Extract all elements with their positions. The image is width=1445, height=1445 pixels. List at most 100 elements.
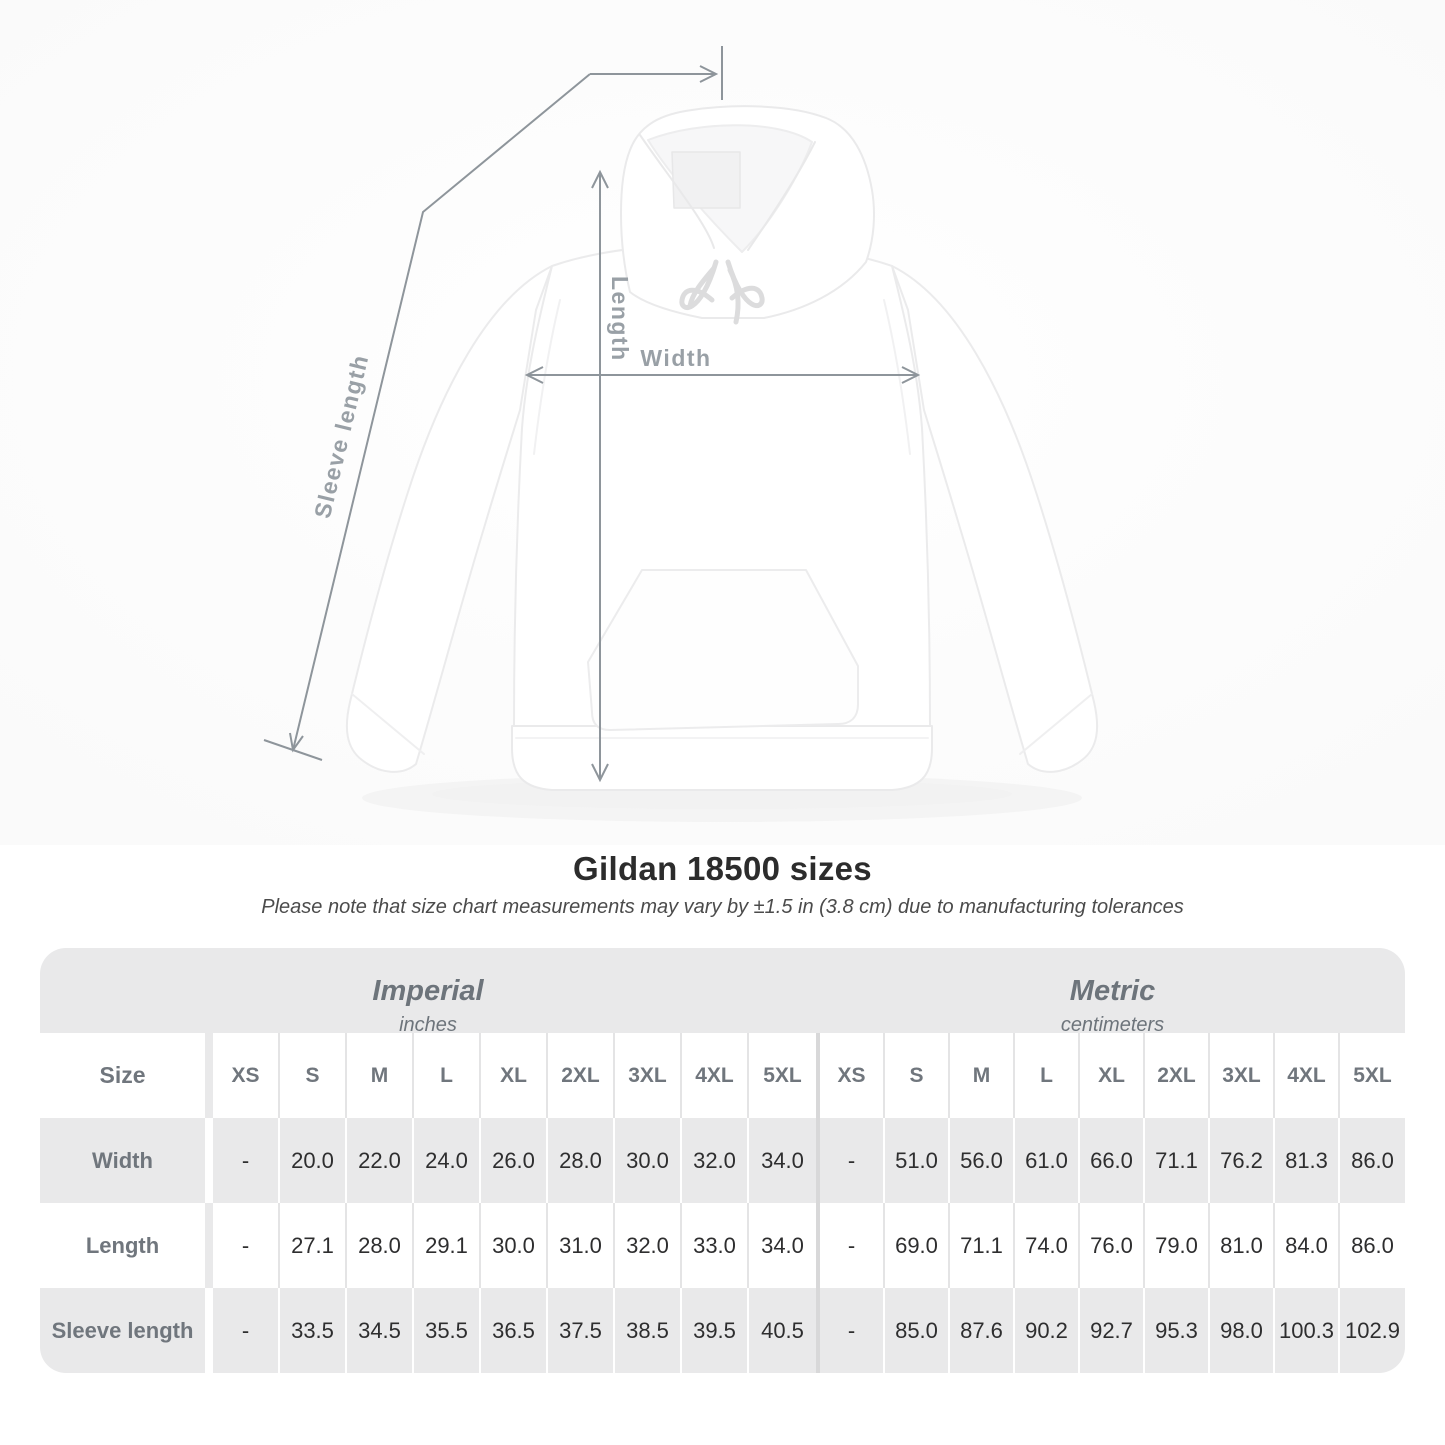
value-imperial-length-m: 28.0: [347, 1203, 414, 1288]
value-metric-sleeve-length-3xl: 98.0: [1210, 1288, 1275, 1373]
column-header-imperial-3xl: 3XL: [615, 1033, 682, 1118]
left-string: [687, 265, 717, 309]
value-metric-width-4xl: 81.3: [1275, 1118, 1340, 1203]
value-imperial-sleeve-length-l: 35.5: [414, 1288, 481, 1373]
value-imperial-width-xl: 26.0: [481, 1118, 548, 1203]
column-header-metric-xl: XL: [1080, 1033, 1145, 1118]
value-imperial-length-s: 27.1: [280, 1203, 347, 1288]
value-metric-width-l: 61.0: [1015, 1118, 1080, 1203]
value-metric-length-3xl: 81.0: [1210, 1203, 1275, 1288]
section-name: Imperial: [372, 975, 484, 1007]
value-metric-sleeve-length-m: 87.6: [950, 1288, 1015, 1373]
value-imperial-length-2xl: 31.0: [548, 1203, 615, 1288]
width-arrow: [524, 366, 921, 384]
value-metric-length-5xl: 86.0: [1340, 1203, 1405, 1288]
value-metric-length-2xl: 79.0: [1145, 1203, 1210, 1288]
hood-right-rim: [747, 141, 816, 251]
page-subtitle: Please note that size chart measurements…: [261, 896, 1184, 918]
size-table: Imperial inches Metric centimeters Size XS S M L…: [40, 948, 1405, 1373]
value-imperial-sleeve-length-m: 34.5: [347, 1288, 414, 1373]
value-metric-sleeve-length-l: 90.2: [1015, 1288, 1080, 1373]
drawstrings: [679, 259, 765, 325]
value-imperial-width-3xl: 30.0: [615, 1118, 682, 1203]
row-label-sleeve-length: Sleeve length: [40, 1288, 213, 1373]
size-column-header: Size: [40, 1033, 213, 1118]
value-imperial-width-4xl: 32.0: [682, 1118, 749, 1203]
half-divider: [816, 1203, 820, 1288]
sleeve-length-arrow: [263, 73, 591, 761]
bow-right-loop: [725, 259, 765, 308]
hoodie-size-diagram: Sleeve length Length Width: [0, 0, 1445, 845]
value-metric-length-l: 74.0: [1015, 1203, 1080, 1288]
length-arrow: [591, 169, 609, 783]
column-header-metric-4xl: 4XL: [1275, 1033, 1340, 1118]
left-cuff-seam: [351, 693, 425, 755]
width-label: Width: [640, 345, 711, 371]
column-header-imperial-2xl: 2XL: [548, 1033, 615, 1118]
value-metric-sleeve-length-4xl: 100.3: [1275, 1288, 1340, 1373]
right-string: [727, 267, 741, 325]
sleeve-end-tick: [263, 739, 323, 761]
value-metric-sleeve-length-s: 85.0: [885, 1288, 950, 1373]
value-metric-length-xs: -: [820, 1203, 885, 1288]
value-metric-length-m: 71.1: [950, 1203, 1015, 1288]
length-label: Length: [607, 276, 633, 362]
column-header-metric-l: L: [1015, 1033, 1080, 1118]
value-imperial-sleeve-length-3xl: 38.5: [615, 1288, 682, 1373]
value-metric-length-s: 69.0: [885, 1203, 950, 1288]
value-metric-width-5xl: 86.0: [1340, 1118, 1405, 1203]
right-shoulder-seam: [883, 299, 911, 455]
section-unit: centimeters: [1060, 1014, 1165, 1036]
hoodie-illustration: [345, 105, 1099, 822]
value-imperial-length-3xl: 32.0: [615, 1203, 682, 1288]
value-imperial-width-2xl: 28.0: [548, 1118, 615, 1203]
value-metric-length-4xl: 84.0: [1275, 1203, 1340, 1288]
column-header-imperial-4xl: 4XL: [682, 1033, 749, 1118]
value-imperial-sleeve-length-xl: 36.5: [481, 1288, 548, 1373]
value-metric-sleeve-length-2xl: 95.3: [1145, 1288, 1210, 1373]
value-metric-sleeve-length-5xl: 102.9: [1340, 1288, 1405, 1373]
column-header-metric-5xl: 5XL: [1340, 1033, 1405, 1118]
column-header-imperial-m: M: [347, 1033, 414, 1118]
value-metric-width-xs: -: [820, 1118, 885, 1203]
page-title: Gildan 18500 sizes: [573, 850, 872, 887]
column-header-imperial-xs: XS: [213, 1033, 280, 1118]
column-header-imperial-5xl: 5XL: [749, 1033, 816, 1118]
left-sleeve: [345, 265, 553, 773]
half-divider: [816, 1033, 820, 1118]
value-metric-width-s: 51.0: [885, 1118, 950, 1203]
value-imperial-length-5xl: 34.0: [749, 1203, 816, 1288]
section-name: Metric: [1069, 975, 1156, 1007]
row-label-width: Width: [40, 1118, 213, 1203]
value-imperial-width-m: 22.0: [347, 1118, 414, 1203]
right-sleeve: [891, 265, 1099, 773]
value-metric-width-3xl: 76.2: [1210, 1118, 1275, 1203]
column-header-imperial-l: L: [414, 1033, 481, 1118]
value-imperial-length-4xl: 33.0: [682, 1203, 749, 1288]
back-neck-arrow: [590, 46, 723, 100]
value-imperial-width-5xl: 34.0: [749, 1118, 816, 1203]
value-imperial-sleeve-length-4xl: 39.5: [682, 1288, 749, 1373]
band-divider: [816, 948, 820, 1064]
value-imperial-length-xs: -: [213, 1203, 280, 1288]
value-metric-width-2xl: 71.1: [1145, 1118, 1210, 1203]
value-metric-sleeve-length-xl: 92.7: [1080, 1288, 1145, 1373]
column-header-metric-m: M: [950, 1033, 1015, 1118]
value-imperial-length-l: 29.1: [414, 1203, 481, 1288]
value-imperial-width-xs: -: [213, 1118, 280, 1203]
value-imperial-width-s: 20.0: [280, 1118, 347, 1203]
hood-left-rim: [639, 134, 715, 249]
measurement-arrows: [263, 46, 921, 783]
value-metric-width-xl: 66.0: [1080, 1118, 1145, 1203]
section-unit: inches: [399, 1014, 457, 1036]
column-header-imperial-xl: XL: [481, 1033, 548, 1118]
right-cuff-seam: [1019, 693, 1093, 755]
value-metric-sleeve-length-xs: -: [820, 1288, 885, 1373]
left-shoulder-seam: [533, 299, 561, 455]
kangaroo-pocket: [587, 569, 859, 731]
column-header-metric-2xl: 2XL: [1145, 1033, 1210, 1118]
column-header-metric-s: S: [885, 1033, 950, 1118]
value-imperial-sleeve-length-5xl: 40.5: [749, 1288, 816, 1373]
hem-band: [511, 725, 933, 791]
